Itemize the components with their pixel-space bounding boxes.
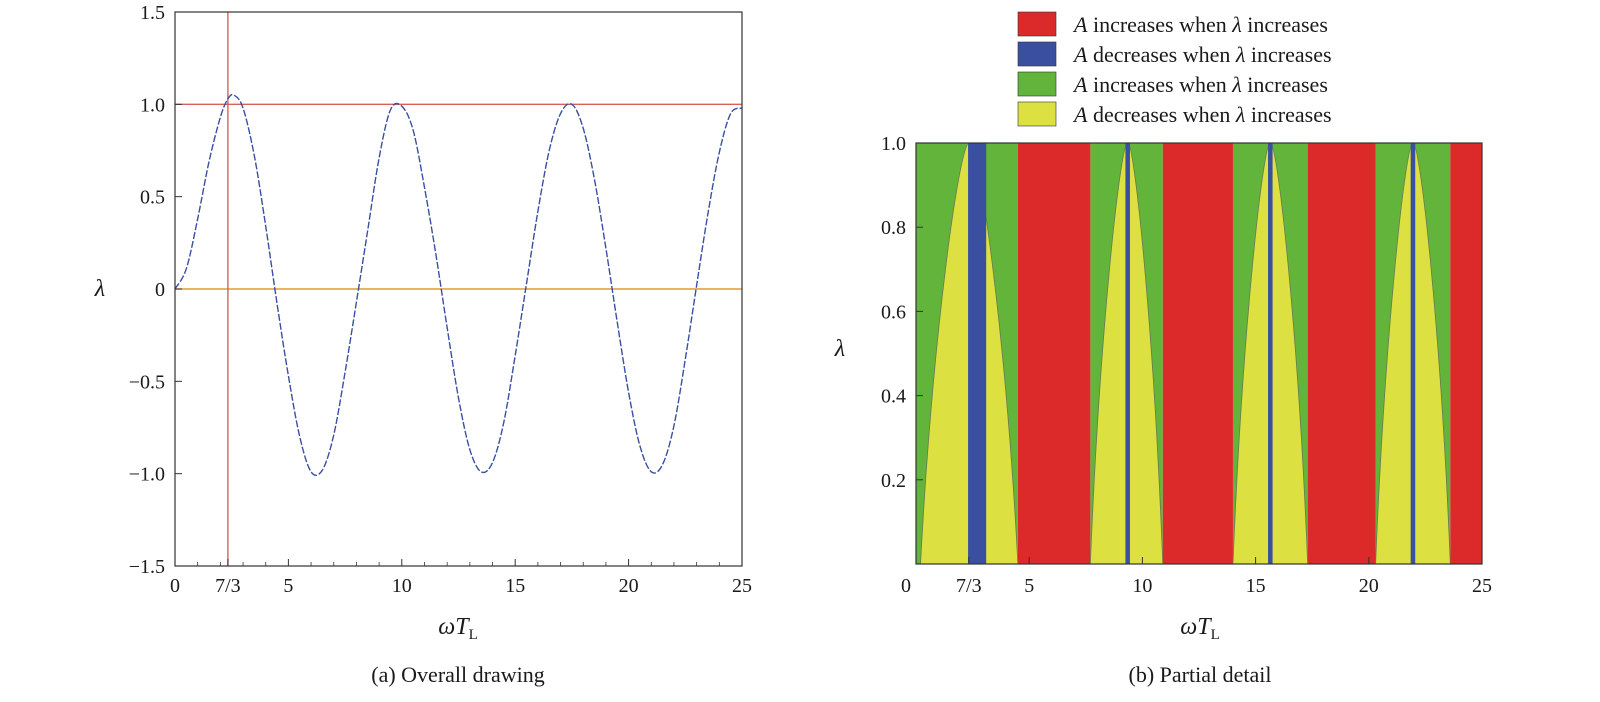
chart-a-x-tick-label-6: 25 (732, 575, 752, 597)
chart-b-origin-label: 0 (901, 575, 911, 597)
chart-a-caption: (a) Overall drawing (371, 662, 544, 687)
chart-a-series (174, 93, 743, 476)
chart-a-y-tick-label-0: 1.5 (140, 2, 165, 24)
chart-b-y-tick-label-0: 1.0 (881, 133, 906, 155)
chart-b-y-tick-label-2: 0.6 (881, 301, 906, 323)
chart-b-x-axis-title: ωTL (1180, 614, 1219, 643)
chart-b-plot-frame (915, 142, 1483, 565)
chart-b-y-axis-title: λ (834, 336, 845, 362)
chart-b-x-tick-label-5: 25 (1472, 575, 1492, 597)
chart-b-regions (916, 142, 1482, 565)
chart-b-x-tick-label-0: 7/3 (956, 575, 982, 597)
chart-a-ticks: 1.51.00.50−0.5−1.0−1.50 7/3 5 10 15 20 25 (129, 2, 752, 597)
chart-a-x-tick-label-5: 20 (619, 575, 639, 597)
chart-b-x-axis-title-sub: L (1211, 627, 1220, 643)
chart-a-reference-lines (175, 12, 742, 566)
chart-b-red-region-3 (1450, 143, 1482, 564)
chart-b-x-tick-label-4: 20 (1359, 575, 1379, 597)
chart-b: 1.0 0.8 0.6 0.4 0.2 7/3 5 10 15 20 25 0 λ ωTL (b) P… (834, 11, 1492, 687)
chart-b-legend-label-1: A decreases when λ increases (1072, 42, 1332, 67)
chart-a-x-tick-label-3: 10 (392, 575, 412, 597)
chart-a-x-axis-title-main: ωT (438, 614, 470, 640)
chart-b-legend-swatch-1 (1017, 41, 1057, 67)
chart-b-y-tick-label-3: 0.4 (881, 386, 906, 408)
chart-b-blue-region-1 (1125, 143, 1130, 564)
chart-b-ticks: 1.0 0.8 0.6 0.4 0.2 7/3 5 10 15 20 25 0 (881, 133, 1492, 597)
chart-b-x-tick-label-2: 10 (1132, 575, 1152, 597)
chart-b-legend-label-2: A increases when λ increases (1072, 72, 1328, 97)
chart-b-legend: A increases when λ increases A decreases … (1017, 11, 1332, 127)
chart-a-y-tick-label-4: −0.5 (129, 371, 165, 393)
chart-a-x-axis-title: ωTL (438, 614, 477, 643)
chart-a-x-tick-label-1: 7/3 (215, 575, 241, 597)
chart-b-blue-region-0 (968, 143, 987, 564)
chart-a-x-tick-label-0: 0 (170, 575, 180, 597)
chart-a-y-tick-label-2: 0.5 (140, 187, 165, 209)
chart-b-red-region-2 (1307, 143, 1376, 564)
chart-b-legend-swatch-0 (1017, 11, 1057, 37)
chart-b-red-region-1 (1162, 143, 1233, 564)
chart-b-caption: (b) Partial detail (1129, 662, 1272, 687)
chart-a-series-line-0 (174, 93, 743, 476)
chart-b-blue-region-3 (1410, 143, 1416, 564)
chart-b-legend-swatch-3 (1017, 101, 1057, 127)
chart-a-y-tick-label-6: −1.5 (129, 556, 165, 578)
chart-b-legend-label-3: A decreases when λ increases (1072, 102, 1332, 127)
chart-a-y-tick-label-1: 1.0 (140, 94, 165, 116)
chart-b-blue-region-2 (1268, 143, 1273, 564)
chart-b-x-tick-label-1: 5 (1024, 575, 1034, 597)
chart-a-x-axis-title-sub: L (469, 627, 478, 643)
chart-a-x-tick-label-2: 5 (283, 575, 293, 597)
chart-b-legend-swatch-2 (1017, 71, 1057, 97)
chart-a-y-tick-label-5: −1.0 (129, 464, 165, 486)
chart-a-y-axis-title: λ (94, 276, 105, 302)
chart-b-y-tick-label-4: 0.2 (881, 470, 906, 492)
chart-b-x-tick-label-3: 15 (1246, 575, 1266, 597)
chart-b-red-region-0 (1017, 143, 1091, 564)
chart-a-y-tick-label-3: 0 (155, 279, 165, 301)
chart-b-legend-label-0: A increases when λ increases (1072, 12, 1328, 37)
chart-b-x-axis-title-main: ωT (1180, 614, 1212, 640)
chart-a-x-tick-label-4: 15 (505, 575, 525, 597)
chart-a: 1.51.00.50−0.5−1.0−1.50 7/3 5 10 15 20 25 λ ωT… (94, 2, 752, 687)
chart-b-y-tick-label-1: 0.8 (881, 217, 906, 239)
